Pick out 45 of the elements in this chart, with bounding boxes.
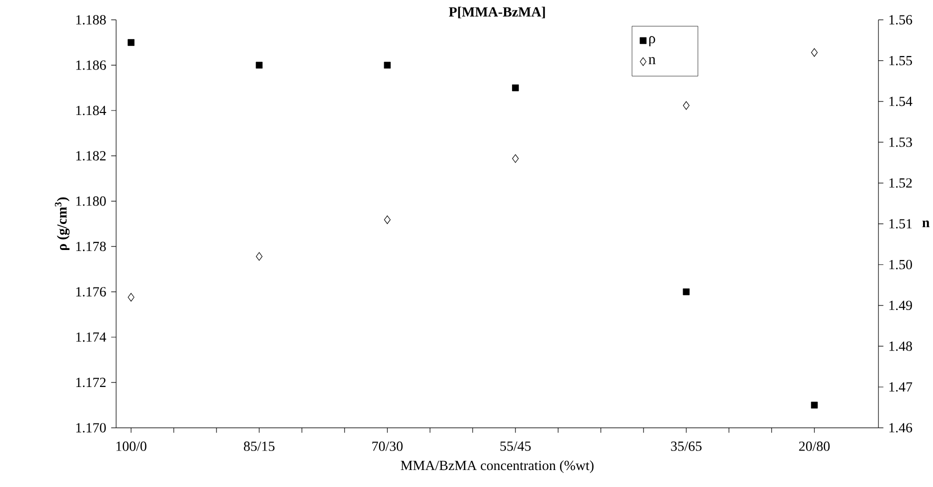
y2-tick-label: 1.53: [889, 137, 912, 147]
point: [682, 101, 690, 110]
y2-tick-label: 1.46: [889, 422, 912, 432]
y-tick-label: 1.184: [76, 106, 106, 116]
x-tick-label: 100/0: [116, 441, 146, 451]
point: [810, 402, 818, 408]
y2-tick-label: 1.47: [889, 382, 912, 392]
legend-label: n: [648, 56, 656, 64]
point: [128, 292, 134, 302]
y-tick-label: 1.170: [76, 422, 106, 432]
y2-tick-label: 1.51: [889, 218, 912, 228]
point: [512, 84, 519, 92]
y-tick-label: 1.172: [76, 378, 106, 387]
point: [512, 154, 519, 163]
point: [811, 48, 818, 57]
x-tick-label: 85/15: [244, 441, 274, 451]
y2-tick-label: 1.49: [889, 300, 912, 310]
point: [256, 62, 263, 68]
x-tick-label: 20/80: [799, 441, 830, 451]
y2-tick-label: 1.52: [889, 178, 912, 188]
y-tick-label: 1.188: [76, 14, 106, 24]
chart-title: P[MMA-BzMA]: [448, 6, 545, 18]
y-tick-label: 1.178: [76, 242, 106, 252]
point: [384, 215, 391, 224]
x-tick-label: 35/65: [671, 441, 702, 451]
y2-axis-title: n: [922, 220, 930, 227]
legend-label: ρ: [649, 36, 656, 46]
y2-tick-label: 1.54: [889, 96, 912, 106]
x-axis-title: MMA/BzMA concentration (%wt): [400, 460, 594, 473]
point: [128, 38, 134, 46]
x-tick-label: 70/30: [372, 441, 403, 451]
y2-tick-label: 1.55: [889, 56, 912, 66]
y-axis-title: ρ (g/cm$^{3}$): [54, 197, 70, 250]
x-tick-label: 55/45: [500, 441, 531, 451]
y2-tick-label: 1.50: [889, 260, 912, 270]
y2-tick-label: 1.48: [889, 341, 912, 351]
y-tick-label: 1.176: [76, 286, 106, 296]
y2-tick-label: 1.56: [889, 14, 912, 24]
y-tick-label: 1.186: [76, 60, 106, 70]
point: [682, 288, 690, 296]
point: [256, 252, 262, 261]
point: [384, 62, 391, 68]
y-tick-label: 1.174: [76, 332, 106, 342]
y-tick-label: 1.182: [76, 150, 106, 160]
y-tick-label: 1.180: [76, 196, 106, 206]
